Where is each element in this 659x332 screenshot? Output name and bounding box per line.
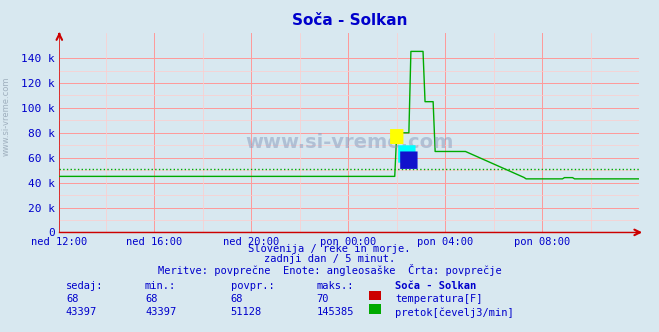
Text: www.si-vreme.com: www.si-vreme.com (2, 76, 11, 156)
Text: 43397: 43397 (145, 307, 176, 317)
Text: Meritve: povprečne  Enote: angleosaške  Črta: povprečje: Meritve: povprečne Enote: angleosaške Čr… (158, 264, 501, 276)
Text: min.:: min.: (145, 281, 176, 290)
Text: 68: 68 (145, 294, 158, 304)
Text: sedaj:: sedaj: (66, 281, 103, 290)
Text: maks.:: maks.: (316, 281, 354, 290)
Text: 145385: 145385 (316, 307, 354, 317)
Text: 68: 68 (66, 294, 78, 304)
Text: 43397: 43397 (66, 307, 97, 317)
Text: 68: 68 (231, 294, 243, 304)
Title: Soča - Solkan: Soča - Solkan (291, 13, 407, 28)
FancyBboxPatch shape (390, 129, 403, 144)
Text: 51128: 51128 (231, 307, 262, 317)
Text: 70: 70 (316, 294, 329, 304)
Text: www.si-vreme.com: www.si-vreme.com (245, 133, 453, 152)
Text: Soča - Solkan: Soča - Solkan (395, 281, 476, 290)
Text: pretok[čevelj3/min]: pretok[čevelj3/min] (395, 307, 514, 318)
FancyBboxPatch shape (398, 145, 416, 163)
Text: Slovenija / reke in morje.: Slovenija / reke in morje. (248, 244, 411, 254)
Text: temperatura[F]: temperatura[F] (395, 294, 483, 304)
Text: povpr.:: povpr.: (231, 281, 274, 290)
Text: zadnji dan / 5 minut.: zadnji dan / 5 minut. (264, 254, 395, 264)
FancyBboxPatch shape (400, 151, 418, 169)
